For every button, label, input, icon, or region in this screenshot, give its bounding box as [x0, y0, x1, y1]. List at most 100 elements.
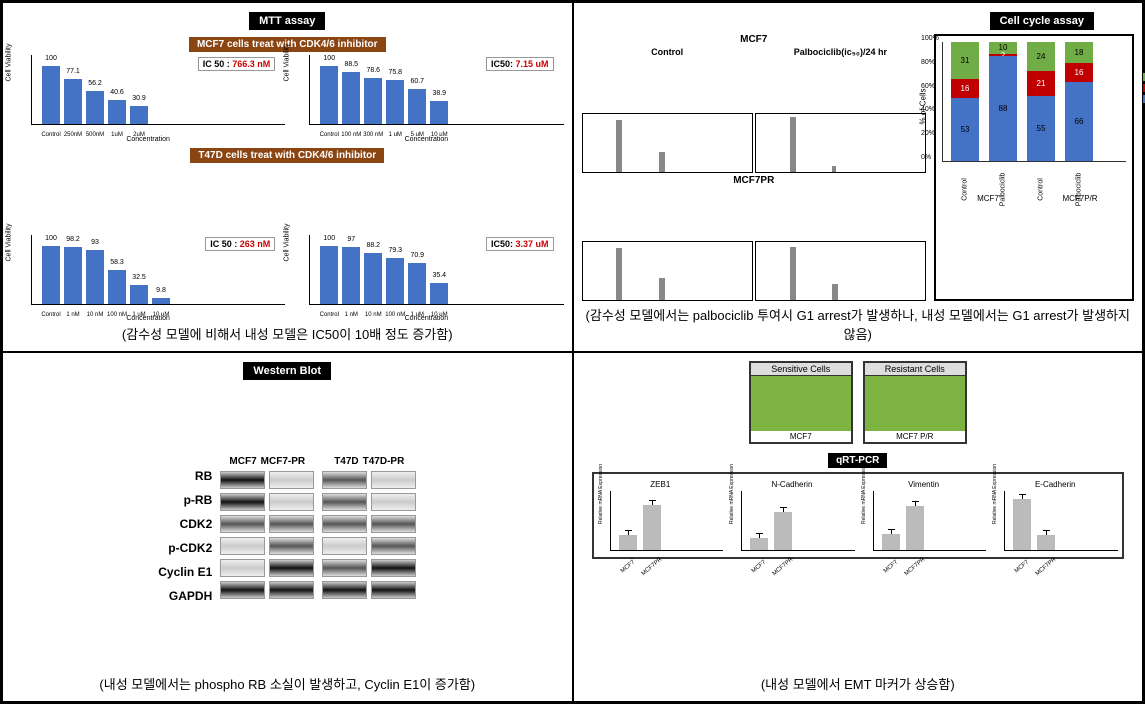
protein-label: p-CDK2: [158, 541, 212, 555]
bar: 56.2500nM: [86, 91, 104, 124]
bar: 60.75 uM: [408, 89, 426, 124]
xlabel: Concentration: [405, 315, 449, 322]
seg-s: 16: [951, 79, 979, 98]
bar: 100Control: [42, 246, 60, 304]
ic50-label: IC50: 3.37 uM: [486, 237, 554, 251]
qbar: MCF7PR: [1037, 535, 1055, 550]
hist-mcf7-control: [582, 113, 753, 173]
panel-cell-cycle: Cell cycle assay MCF7 Control Palbocicli…: [573, 2, 1144, 352]
wb-band: [269, 471, 314, 489]
cellcycle-badge: Cell cycle assay: [990, 12, 1094, 30]
qbar: MCF7PR: [906, 506, 924, 550]
qbar: MCF7: [619, 535, 637, 550]
wb-container: RBp-RBCDK2p-CDK2Cyclin E1GAPDHMCF7MCF7-P…: [11, 384, 564, 670]
bar: 70.91 uM: [408, 263, 426, 304]
cell-img-title: Sensitive Cells: [751, 363, 851, 376]
bar: 38.910 uM: [430, 101, 448, 124]
qbar: MCF7PR: [643, 505, 661, 550]
bar: 100Control: [320, 246, 338, 304]
stacked-bar-3: 181666Palbociclib: [1065, 42, 1093, 161]
hist-title-control: Control: [582, 47, 753, 111]
ytick: 0%: [921, 154, 931, 161]
seg-g2: 18: [1065, 42, 1093, 63]
xlabel: Concentration: [126, 315, 170, 322]
ic50-label: IC 50 : 263 nM: [205, 237, 275, 251]
ytick: 40%: [921, 106, 935, 113]
stacked-bars: % of Cells G2 S G1 0%20%40%60%80%100%311…: [942, 42, 1126, 162]
ic50-label: IC 50 : 766.3 nM: [198, 57, 276, 71]
t47d-subtitle: T47D cells treat with CDK4/6 inhibitor: [190, 148, 384, 163]
qrt-chart-3: E-CadherinRelative mRNA ExpressionMCF7MC…: [992, 480, 1118, 551]
hist-mcf7pr-control: [582, 241, 753, 301]
wb-band: [322, 471, 367, 489]
bar: 75.81 uM: [386, 80, 404, 124]
cell-img-label: MCF7 P/R: [865, 431, 965, 442]
hist-title-palbo: Palbociclib(ic₅₀)/24 hr: [755, 47, 926, 111]
ylabel: Cell Viability: [284, 223, 291, 261]
panel-qrtpcr: Sensitive Cells MCF7 Resistant Cells MCF7 P…: [573, 352, 1144, 702]
seg-s: 21: [1027, 71, 1055, 96]
qrt-container: Sensitive Cells MCF7 Resistant Cells MCF7 P…: [582, 361, 1135, 670]
wb-band: [322, 537, 367, 555]
qbar: MCF7PR: [774, 512, 792, 550]
wb-protein-labels: RBp-RBCDK2p-CDK2Cyclin E1GAPDH: [158, 451, 212, 603]
qbar: MCF7: [882, 534, 900, 550]
sample-label: MCF7-PR: [261, 456, 305, 467]
ytick: 100%: [921, 35, 939, 42]
group-mcf7: MCF7: [942, 194, 1034, 203]
seg-g2: 31: [951, 42, 979, 79]
protein-label: GAPDH: [158, 589, 212, 603]
wb-band: [371, 537, 416, 555]
wb-band: [220, 471, 265, 489]
ylabel: Cell Viability: [6, 44, 13, 82]
mtt-chart-1: IC50: 7.15 uMCell Viability100Control88.…: [289, 55, 563, 141]
qrt-chart-2: VimentinRelative mRNA ExpressionMCF7MCF7…: [861, 480, 987, 551]
qbar: MCF7: [1013, 499, 1031, 550]
wb-band: [371, 515, 416, 533]
panel-a-caption: (감수성 모델에 비해서 내성 모델은 IC50이 10배 정도 증가함): [11, 320, 564, 343]
ytick: 20%: [921, 130, 935, 137]
qrt-ylabel: Relative mRNA Expression: [861, 463, 867, 523]
bar: 35.410 uM: [430, 283, 448, 304]
wb-band: [220, 493, 265, 511]
qrt-title: Vimentin: [861, 480, 987, 489]
qrt-title: E-Cadherin: [992, 480, 1118, 489]
xlabel: Concentration: [405, 136, 449, 143]
seg-g1: 53: [951, 98, 979, 161]
mtt-chart-0: IC 50 : 766.3 nMCell Viability100Control…: [11, 55, 285, 141]
wb-band: [269, 493, 314, 511]
qrt-title: ZEB1: [598, 480, 724, 489]
ylabel: Cell Viability: [6, 223, 13, 261]
wb-badge: Western Blot: [243, 362, 331, 380]
qrt-title: N-Cadherin: [729, 480, 855, 489]
bar: 79.3100 nM: [386, 258, 404, 304]
cell-image-box: Resistant Cells MCF7 P/R: [863, 361, 967, 444]
bar: 32.51 uM: [130, 285, 148, 304]
stacked-chart: % of Cells G2 S G1 0%20%40%60%80%100%311…: [934, 34, 1134, 301]
sample-label: MCF7: [229, 456, 256, 467]
hist-mcf7pr-palbo: [755, 241, 926, 301]
bar: 40.61uM: [108, 100, 126, 124]
bar: 58.3100 nM: [108, 270, 126, 304]
protein-label: RB: [158, 469, 212, 483]
seg-s: 16: [1065, 63, 1093, 82]
wb-band: [220, 581, 265, 599]
bar: 77.1250nM: [64, 79, 82, 124]
stacked-bar-0: 311653Control: [951, 42, 979, 161]
wb-band: [322, 515, 367, 533]
qrt-ylabel: Relative mRNA Expression: [992, 463, 998, 523]
wb-band: [269, 537, 314, 555]
xlabel: Concentration: [126, 136, 170, 143]
sample-label: T47D-PR: [363, 456, 405, 467]
protein-label: CDK2: [158, 517, 212, 531]
cell-img-label: MCF7: [751, 431, 851, 442]
protein-label: p-RB: [158, 493, 212, 507]
cell-img-title: Resistant Cells: [865, 363, 965, 376]
wb-col-2: T47DT47D-PR: [322, 456, 416, 599]
ic50-label: IC50: 7.15 uM: [486, 57, 554, 71]
wb-band: [322, 559, 367, 577]
cell-image-box: Sensitive Cells MCF7: [749, 361, 853, 444]
wb-col-1: MCF7 MCF7-PR: [220, 456, 314, 599]
ytick: 60%: [921, 83, 935, 90]
qbar: MCF7: [750, 538, 768, 550]
